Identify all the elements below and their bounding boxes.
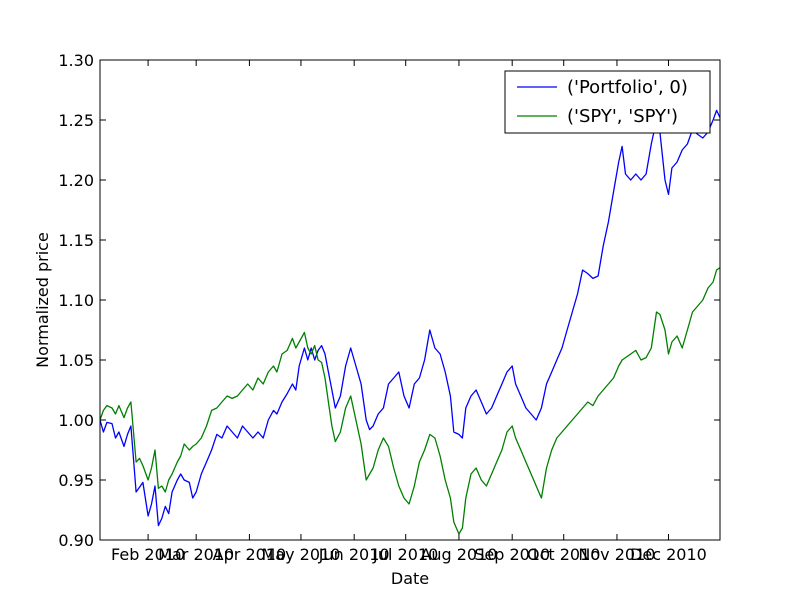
x-tick-label: Dec 2010 bbox=[630, 545, 707, 564]
tick-layer: 0.90 0.95 1.00 1.05 1.10 1.15 1.20 1.25 1.30 Feb … bbox=[58, 51, 720, 564]
x-tick-label: Feb 2010 bbox=[111, 545, 185, 564]
series-layer bbox=[100, 109, 720, 535]
x-tick-label: May 2010 bbox=[261, 545, 340, 564]
y-tick-label: 1.25 bbox=[58, 111, 94, 130]
x-tick-label: Jul 2010 bbox=[372, 545, 438, 564]
legend-label-portfolio: ('Portfolio', 0) bbox=[567, 77, 688, 98]
x-tick-label: Aug 2010 bbox=[420, 545, 497, 564]
x-axis-label: Date bbox=[391, 569, 429, 588]
legend: ('Portfolio', 0) ('SPY', 'SPY') bbox=[504, 70, 711, 134]
x-tick-label: Jun 2010 bbox=[318, 545, 390, 564]
series-line-portfolio bbox=[100, 109, 720, 527]
y-tick-label: 0.95 bbox=[58, 471, 94, 490]
legend-box bbox=[504, 70, 711, 134]
y-tick-label: 1.05 bbox=[58, 351, 94, 370]
y-tick-label: 1.15 bbox=[58, 231, 94, 250]
y-axis-label: Normalized price bbox=[33, 232, 52, 368]
legend-label-spy: ('SPY', 'SPY') bbox=[567, 106, 678, 127]
y-tick-label: 1.10 bbox=[58, 291, 94, 310]
x-tick-label: Nov 2010 bbox=[578, 545, 655, 564]
y-tick-label: 1.30 bbox=[58, 51, 94, 70]
y-tick-label: 1.20 bbox=[58, 171, 94, 190]
x-tick-label: Mar 2010 bbox=[158, 545, 234, 564]
x-tick-label: Apr 2010 bbox=[213, 545, 286, 564]
series-line-spy bbox=[100, 267, 720, 535]
x-tick-label: Sep 2010 bbox=[474, 545, 550, 564]
y-tick-label: 1.00 bbox=[58, 411, 94, 430]
x-tick-label: Oct 2010 bbox=[527, 545, 600, 564]
y-tick-label: 0.90 bbox=[58, 531, 94, 550]
